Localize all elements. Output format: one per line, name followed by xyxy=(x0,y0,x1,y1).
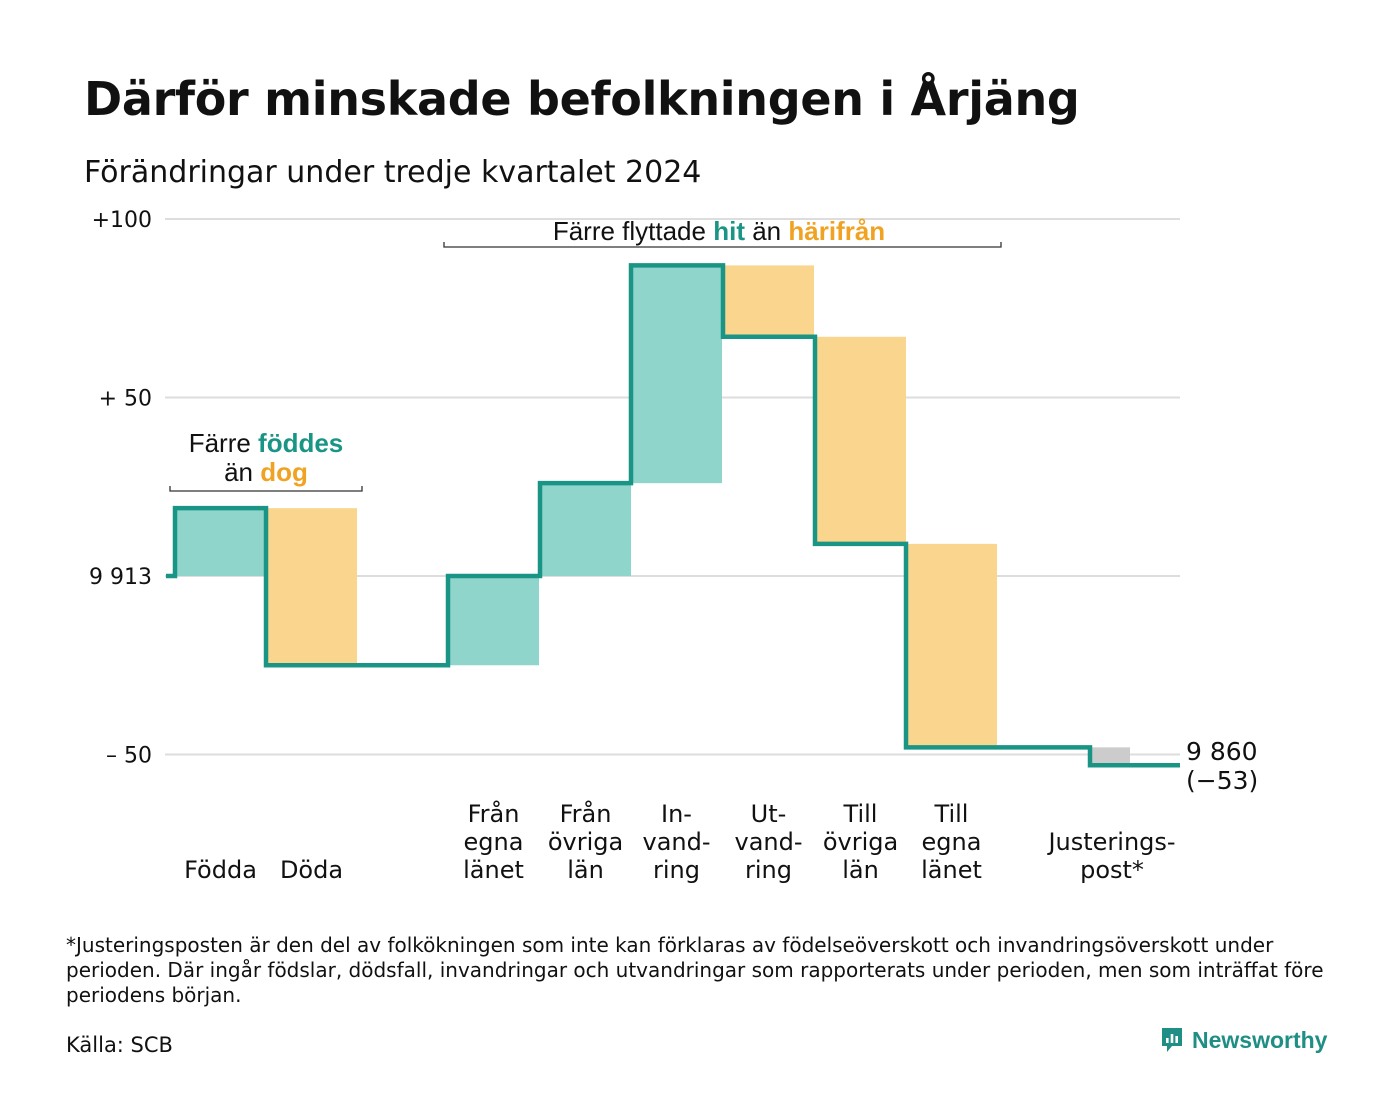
annotation-bracket xyxy=(169,486,363,492)
annotation-span: än xyxy=(745,216,788,246)
category-label: Från xyxy=(468,799,520,828)
bar-decrease xyxy=(815,336,906,544)
category-label: post* xyxy=(1080,856,1144,884)
category-label: Till xyxy=(934,800,969,828)
category-label: Justerings- xyxy=(1046,828,1175,856)
y-tick-label: 9 913 xyxy=(89,565,152,590)
category-label: län xyxy=(842,856,879,884)
bar-decrease xyxy=(723,265,814,337)
category-label: vand- xyxy=(642,828,710,856)
bar-adjustment xyxy=(1090,747,1130,766)
bar-decrease xyxy=(266,508,357,666)
category-label: övriga xyxy=(823,828,898,856)
end-value-label: 9 860 xyxy=(1186,737,1258,766)
category-label: In- xyxy=(661,800,692,828)
bar-increase xyxy=(448,576,539,666)
cumulative-step-line xyxy=(166,263,1180,768)
category-label: egna xyxy=(922,828,982,856)
bar-increase xyxy=(540,483,631,576)
category-label: egna xyxy=(464,828,524,856)
chart-subtitle: Förändringar under tredje kvartalet 2024 xyxy=(84,155,702,190)
annotation-text: än dog xyxy=(224,457,308,487)
annotation-span: Färre xyxy=(189,428,258,458)
annotation-bracket xyxy=(443,242,1002,248)
category-label: vand- xyxy=(734,828,802,856)
footnote: *Justeringsposten är den del av folkökni… xyxy=(66,933,1324,1007)
y-tick-label: – 50 xyxy=(106,744,152,769)
annotation-span: dog xyxy=(260,457,308,487)
category-label: ring xyxy=(653,856,700,884)
annotation-span: Färre flyttade xyxy=(553,216,713,246)
net-change-label: (−53) xyxy=(1186,766,1258,795)
y-tick-label: +100 xyxy=(92,208,152,233)
newsworthy-logo-icon xyxy=(1162,1028,1182,1052)
category-label: Ut- xyxy=(751,800,787,828)
annotation-text: Färre flyttade hit än härifrån xyxy=(553,216,885,246)
annotation-span: härifrån xyxy=(788,216,885,246)
brand-logo[interactable]: Newsworthy xyxy=(1160,1026,1327,1054)
category-label: Till xyxy=(843,800,878,828)
bar-increase xyxy=(175,508,266,576)
y-tick-label: + 50 xyxy=(99,387,152,412)
bar-increase xyxy=(631,265,722,484)
annotation-span: föddes xyxy=(258,428,343,458)
category-label: län xyxy=(567,856,604,884)
category-label: länet xyxy=(921,856,982,884)
category-label: länet xyxy=(463,856,524,884)
chart-title: Därför minskade befolkningen i Årjäng xyxy=(84,72,1080,126)
bar-decrease xyxy=(906,543,997,748)
annotation-span: hit xyxy=(713,216,745,246)
category-label: Från xyxy=(560,799,612,828)
brand-name: Newsworthy xyxy=(1192,1026,1328,1053)
annotation-text: Färre föddes xyxy=(189,428,344,458)
category-label: Döda xyxy=(280,856,343,884)
annotation-span: än xyxy=(224,457,260,487)
category-label: Födda xyxy=(184,856,257,884)
category-label: ring xyxy=(745,856,792,884)
source-note: Källa: SCB xyxy=(66,1033,173,1057)
category-label: övriga xyxy=(548,828,623,856)
